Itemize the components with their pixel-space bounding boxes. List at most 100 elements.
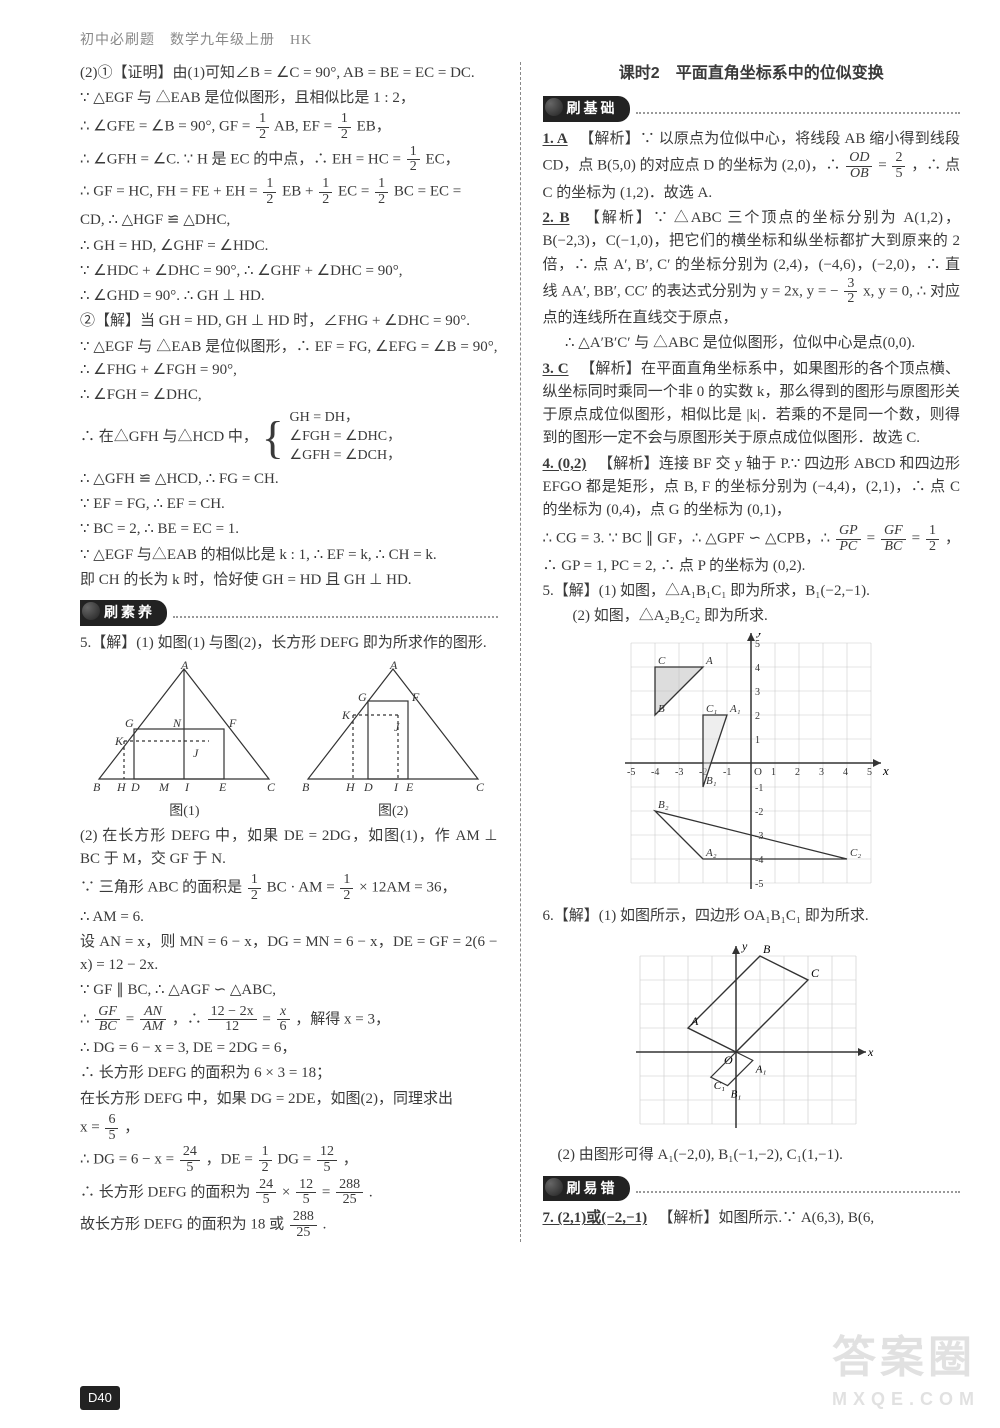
text: ∵ ∠HDC + ∠DHC = 90°, ∴ ∠GHF + ∠DHC = 90°… xyxy=(80,260,498,283)
text: (2) 如图，△A₂B₂C₂ 即为所求. xyxy=(543,605,961,628)
fraction: 65 xyxy=(105,1113,118,1143)
svg-text:-4: -4 xyxy=(651,767,659,778)
lbl: C xyxy=(476,780,485,794)
lbl: B xyxy=(302,780,310,794)
svg-text:C₁: C₁ xyxy=(714,1080,725,1092)
t: = xyxy=(867,531,879,547)
answer: 1. A xyxy=(543,131,568,147)
svg-text:-2: -2 xyxy=(755,807,763,818)
section-header: 刷基础 xyxy=(543,96,961,122)
fraction: ANAM xyxy=(140,1005,166,1035)
svg-text:A: A xyxy=(705,655,713,667)
t: = xyxy=(126,1011,138,1027)
svg-text:4: 4 xyxy=(843,767,848,778)
text: ∴ △A′B′C′ 与 △ABC 是位似图形，位似中心是点(0,0). xyxy=(543,332,961,355)
text: ∴ ∠GHD = 90°. ∴ GH ⊥ HD. xyxy=(80,285,498,308)
lbl: I xyxy=(184,780,190,794)
svg-text:O: O xyxy=(754,766,762,778)
left-column: (2)①【证明】由(1)可知∠B = ∠C = 90°, AB = BE = E… xyxy=(80,62,498,1243)
text: ∴ GF = HC, FH = FE + EH = 12 EB + 12 EC … xyxy=(80,177,498,207)
t: ∠GFH = ∠DCH， xyxy=(290,448,402,463)
t: ∴ xyxy=(80,1011,93,1027)
t: EC = xyxy=(338,184,373,200)
t: AB, EF = xyxy=(274,119,336,135)
svg-text:C: C xyxy=(811,966,820,980)
t: GH = DH， xyxy=(290,410,359,425)
svg-text:A: A xyxy=(690,1014,699,1028)
text: 6.【解】(1) 如图所示，四边形 OA₁B₁C₁ 即为所求. xyxy=(543,905,961,928)
figure-2: A G F K J B H D I E C 图(2) xyxy=(298,661,488,823)
text: ∵ 三角形 ABC 的面积是 12 BC · AM = 12 × 12AM = … xyxy=(80,873,498,903)
t: EB， xyxy=(357,119,391,135)
svg-text:B₁: B₁ xyxy=(731,1089,742,1101)
svg-text:-5: -5 xyxy=(755,879,763,890)
svg-text:y: y xyxy=(755,633,763,638)
svg-text:-1: -1 xyxy=(723,767,731,778)
lbl: C xyxy=(267,780,276,794)
fraction: 12 xyxy=(338,112,351,142)
text: ∴ GFBC = ANAM ，∴ 12 − 2x12 = x6 ，解得 x = … xyxy=(80,1005,498,1035)
figure-1: A G N F K J B H D M I E C 图( xyxy=(89,661,279,823)
section-pill: 刷素养 xyxy=(80,600,167,626)
lbl: D xyxy=(363,780,373,794)
lbl: K xyxy=(114,734,124,748)
svg-text:B₁: B₁ xyxy=(706,775,717,787)
fraction: 28825 xyxy=(336,1178,363,1208)
text: ∵ EF = FG, ∴ EF = CH. xyxy=(80,493,498,516)
t: = xyxy=(262,1011,274,1027)
t: = xyxy=(878,158,890,174)
t: = xyxy=(322,1184,334,1200)
text: 1. A 【解析】∵ 以原点为位似中心，将线段 AB 缩小得到线段 CD，点 B… xyxy=(543,128,961,205)
fraction: GPPC xyxy=(836,524,861,554)
svg-text:-3: -3 xyxy=(675,767,683,778)
text: ∵ BC = 2, ∴ BE = EC = 1. xyxy=(80,518,498,541)
text: ∴ ∠FGH = ∠DHC, xyxy=(80,384,498,407)
t: DG = xyxy=(277,1152,315,1168)
fraction: GFBC xyxy=(95,1005,120,1035)
text: (2) 在长方形 DEFG 中，如果 DE = 2DG，如图(1)，作 AM ⊥… xyxy=(80,825,498,872)
lbl: B xyxy=(93,780,101,794)
fraction: 12 xyxy=(263,177,276,207)
t: ∴ ∠GFE = ∠B = 90°, GF = xyxy=(80,119,254,135)
svg-text:C₁: C₁ xyxy=(706,703,717,715)
page-header: 初中必刷题 数学九年级上册 HK xyxy=(80,30,960,52)
dotted-rule xyxy=(636,1183,961,1193)
fraction: 25 xyxy=(892,151,905,181)
answer: 3. C xyxy=(543,361,569,377)
text: 5.【解】(1) 如图(1) 与图(2)，长方形 DEFG 即为所求作的图形. xyxy=(80,632,498,655)
t: x = xyxy=(80,1119,103,1135)
svg-text:-4: -4 xyxy=(755,855,763,866)
figure-row: A G N F K J B H D M I E C 图( xyxy=(80,661,498,823)
svg-text:3: 3 xyxy=(755,687,760,698)
text: ∵ △EGF 与 △EAB 是位似图形，∴ EF = FG, ∠EFG = ∠B… xyxy=(80,336,498,383)
coord-diagram: xy-5-4-3-2-112345-5-4-3-2-112345OABCA₁B₁… xyxy=(543,633,961,901)
text: 4. (0,2) 【解析】连接 BF 交 y 轴于 P.∵ 四边形 ABCD 和… xyxy=(543,453,961,523)
watermark-main: 答案圈 xyxy=(832,1333,976,1382)
lbl: A xyxy=(180,661,189,672)
svg-text:y: y xyxy=(741,939,748,953)
watermark-sub: MXQE.COM xyxy=(832,1386,980,1414)
figure-caption: 图(2) xyxy=(298,801,488,823)
grid-diagram: xyOABCA₁B₁C₁ xyxy=(543,932,961,1140)
t: ，∴ xyxy=(172,1011,206,1027)
svg-text:1: 1 xyxy=(771,767,776,778)
lbl: M xyxy=(158,780,170,794)
text: (2)①【证明】由(1)可知∠B = ∠C = 90°, AB = BE = E… xyxy=(80,62,498,85)
t: ，DE = xyxy=(206,1152,257,1168)
text: ∴ CG = 3. ∵ BC ∥ GF，∴ △GPF ∽ △CPB，∴ GPPC… xyxy=(543,524,961,578)
t: ∴ 在△GFH 与△HCD 中， xyxy=(80,429,258,445)
section-pill: 刷易错 xyxy=(543,1176,630,1202)
fraction: 12 xyxy=(407,145,420,175)
svg-text:-1: -1 xyxy=(755,783,763,794)
fraction: 125 xyxy=(296,1178,316,1208)
svg-text:2: 2 xyxy=(795,767,800,778)
t: EC， xyxy=(425,151,459,167)
t: ∴ 长方形 DEFG 的面积为 xyxy=(80,1184,254,1200)
text: ∴ 在△GFH 与△HCD 中， { GH = DH， ∠FGH = ∠DHC，… xyxy=(80,409,498,466)
t: ∴ ∠GFH = ∠C. ∵ H 是 EC 的中点，∴ EH = HC = xyxy=(80,151,405,167)
t: . xyxy=(323,1217,327,1233)
t: ∵ 三角形 ABC 的面积是 xyxy=(80,880,246,896)
svg-text:B₂: B₂ xyxy=(658,799,669,811)
text: ∴ DG = 6 − x = 3, DE = 2DG = 6， xyxy=(80,1037,498,1060)
svg-text:A₁: A₁ xyxy=(755,1063,767,1075)
